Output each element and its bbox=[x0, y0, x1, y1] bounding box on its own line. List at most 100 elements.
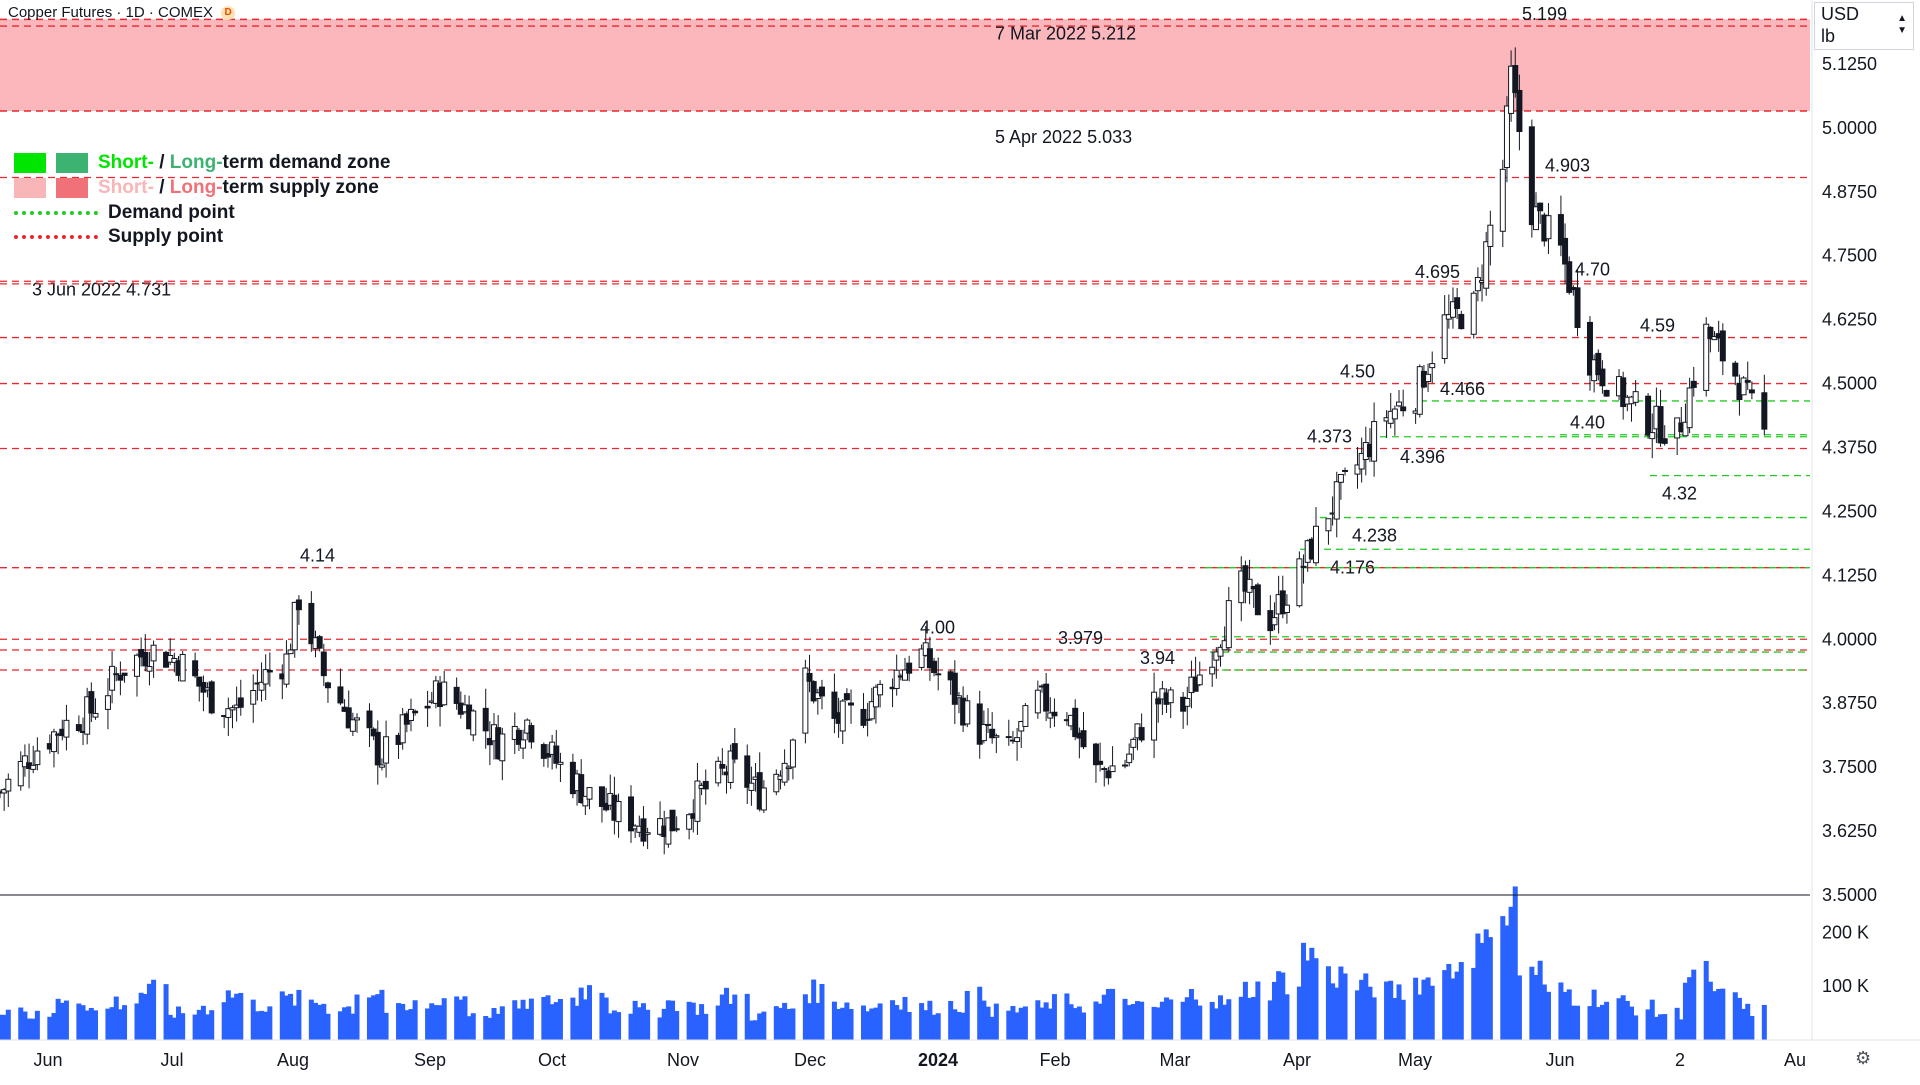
supply-point-label: 4.14 bbox=[300, 546, 335, 566]
volume-bar bbox=[1442, 970, 1448, 1040]
volume-bar bbox=[1296, 986, 1302, 1040]
volume-bar bbox=[1097, 1003, 1103, 1040]
candle-body bbox=[337, 686, 344, 704]
currency-unit-selector[interactable]: USD lb ▲ ▼ bbox=[1814, 2, 1914, 50]
candle-body bbox=[1512, 65, 1519, 94]
candle-body bbox=[378, 764, 385, 768]
volume-bar bbox=[541, 996, 547, 1040]
candle-body bbox=[528, 725, 535, 743]
volume-bar bbox=[512, 1000, 518, 1040]
volume-bar bbox=[1508, 906, 1514, 1040]
volume-bar bbox=[0, 1014, 3, 1040]
volume-bar bbox=[1342, 973, 1348, 1040]
price-tick-label: 5.1250 bbox=[1822, 54, 1877, 74]
candle-body bbox=[1300, 565, 1307, 568]
candle-body bbox=[287, 649, 294, 655]
candle-body bbox=[121, 672, 128, 676]
candle-body bbox=[1122, 764, 1129, 767]
volume-bar bbox=[927, 1000, 933, 1040]
volume-bar bbox=[628, 1013, 634, 1040]
legend-sep: / bbox=[153, 152, 170, 173]
candle-body bbox=[150, 644, 157, 662]
volume-bar bbox=[703, 1013, 709, 1040]
volume-bar bbox=[1047, 1008, 1053, 1040]
candle-body bbox=[843, 693, 850, 701]
candle-body bbox=[673, 828, 680, 831]
gear-icon[interactable]: ⚙ bbox=[1855, 1048, 1872, 1068]
candle-body bbox=[354, 717, 361, 721]
volume-bar bbox=[429, 1003, 435, 1040]
candle-body bbox=[320, 651, 327, 677]
long-supply-swatch bbox=[56, 178, 88, 198]
candle-body bbox=[1155, 698, 1162, 705]
candle-body bbox=[1487, 224, 1494, 247]
candle-body bbox=[258, 681, 265, 691]
candle-body bbox=[715, 760, 722, 784]
candle-body bbox=[229, 707, 236, 711]
candle-body bbox=[486, 737, 493, 746]
volume-bar bbox=[196, 1009, 202, 1040]
volume-bar bbox=[632, 1000, 638, 1040]
volume-bar bbox=[607, 1013, 613, 1040]
candle-body bbox=[868, 701, 875, 720]
volume-bar bbox=[1591, 989, 1597, 1040]
candle-body bbox=[84, 696, 91, 735]
volume-bar bbox=[1313, 958, 1319, 1040]
candle-body bbox=[1703, 323, 1710, 391]
volume-bar bbox=[109, 1007, 115, 1040]
volume-bar bbox=[844, 1002, 850, 1040]
volume-bar bbox=[1599, 1004, 1605, 1040]
candle-body bbox=[146, 666, 153, 672]
candle-body bbox=[75, 724, 82, 731]
volume-bar bbox=[1043, 1002, 1049, 1040]
volume-bar bbox=[1450, 978, 1456, 1040]
volume-bar bbox=[603, 997, 609, 1040]
volume-bar bbox=[1164, 997, 1170, 1040]
volume-bar bbox=[1151, 1006, 1157, 1040]
time-tick-label: Sep bbox=[414, 1050, 446, 1070]
volume-bar bbox=[1624, 1000, 1630, 1040]
volume-bar bbox=[263, 1011, 269, 1040]
candle-body bbox=[237, 697, 244, 708]
volume-bar bbox=[176, 1006, 182, 1040]
candle-body bbox=[1217, 646, 1224, 657]
volume-bar bbox=[250, 999, 256, 1040]
candle-body bbox=[644, 832, 651, 835]
volume-bar bbox=[408, 1009, 414, 1040]
volume-bar bbox=[59, 1002, 65, 1040]
candle-body bbox=[1474, 277, 1481, 292]
volume-bar bbox=[1238, 996, 1244, 1040]
candle-body bbox=[308, 602, 315, 645]
time-tick-label: May bbox=[1398, 1050, 1432, 1070]
volume-bar bbox=[466, 1016, 472, 1040]
delay-badge[interactable]: D bbox=[221, 5, 236, 20]
chart-title: Copper Futures · 1D · COMEX bbox=[8, 4, 214, 21]
price-tick-label: 4.2500 bbox=[1822, 501, 1877, 521]
volume-bar bbox=[1101, 994, 1107, 1040]
candle-body bbox=[1342, 469, 1349, 472]
candle-body bbox=[196, 676, 203, 687]
volume-bar bbox=[553, 1002, 559, 1040]
candle-body bbox=[985, 723, 992, 726]
volume-bar bbox=[890, 1000, 896, 1040]
candle-body bbox=[926, 648, 933, 669]
supply-point-label: 4.50 bbox=[1340, 362, 1375, 382]
volume-bar bbox=[458, 999, 464, 1040]
volume-bar bbox=[1134, 1001, 1140, 1040]
volume-bar bbox=[1010, 1006, 1016, 1040]
candle-body bbox=[1557, 214, 1564, 246]
candle-body bbox=[785, 766, 792, 770]
volume-bar bbox=[63, 1000, 69, 1040]
candle-body bbox=[1645, 395, 1652, 436]
volume-bar bbox=[923, 1010, 929, 1040]
candle-body bbox=[92, 712, 99, 718]
candle-body bbox=[192, 660, 199, 677]
volume-tick-label: 100 K bbox=[1822, 976, 1869, 996]
volume-bar bbox=[221, 1002, 227, 1040]
volume-bar bbox=[225, 990, 231, 1040]
candle-body bbox=[407, 708, 414, 721]
unit-label: lb bbox=[1821, 26, 1836, 46]
volume-bar bbox=[761, 1011, 767, 1040]
volume-bar bbox=[719, 994, 725, 1040]
volume-bar bbox=[26, 1018, 32, 1040]
